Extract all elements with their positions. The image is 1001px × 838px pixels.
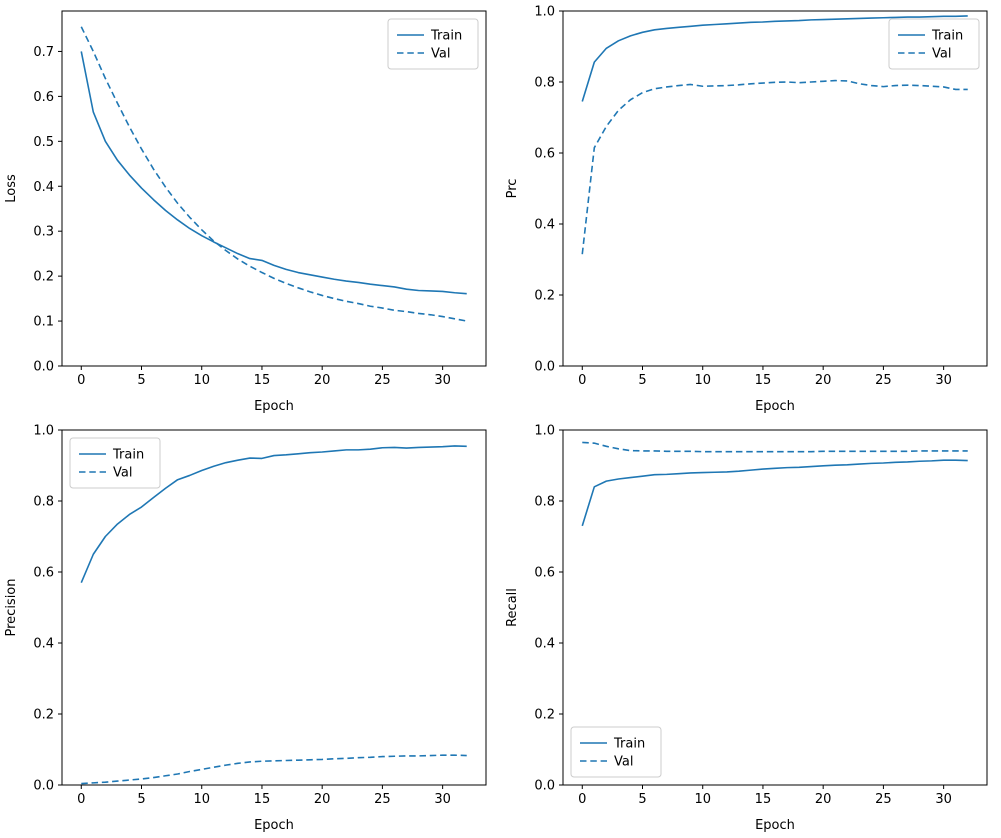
svg-text:Train: Train — [931, 29, 963, 44]
svg-text:5: 5 — [137, 373, 145, 388]
svg-text:30: 30 — [434, 373, 451, 388]
recall-plot-svg: 0 5 10 15 20 25 30 0.0 0.2 0.4 0.6 0.8 1.0 Epoch Recal… — [505, 424, 988, 833]
svg-text:15: 15 — [254, 792, 271, 807]
svg-text:Train: Train — [430, 29, 462, 44]
svg-text:Val: Val — [932, 47, 951, 62]
svg-text:10: 10 — [193, 792, 210, 807]
svg-text:0: 0 — [578, 792, 586, 807]
svg-text:Epoch: Epoch — [254, 399, 294, 414]
svg-text:0.0: 0.0 — [33, 360, 54, 375]
svg-text:0.4: 0.4 — [33, 637, 54, 652]
svg-text:Precision: Precision — [4, 578, 19, 636]
svg-text:25: 25 — [875, 373, 892, 388]
svg-text:0.2: 0.2 — [534, 708, 555, 723]
svg-text:0.4: 0.4 — [534, 637, 555, 652]
svg-text:Epoch: Epoch — [254, 818, 294, 833]
svg-text:25: 25 — [875, 792, 892, 807]
svg-text:10: 10 — [193, 373, 210, 388]
svg-text:25: 25 — [374, 792, 391, 807]
svg-text:25: 25 — [374, 373, 391, 388]
svg-text:0.1: 0.1 — [33, 315, 54, 330]
svg-text:Val: Val — [431, 47, 450, 62]
precision-chart: 0 5 10 15 20 25 30 0.0 0.2 0.4 0.6 0.8 1.0 Epoch Preci… — [0, 419, 500, 838]
svg-text:Train: Train — [613, 737, 645, 752]
svg-text:10: 10 — [694, 792, 711, 807]
svg-text:0.8: 0.8 — [534, 495, 555, 510]
svg-text:15: 15 — [254, 373, 271, 388]
svg-text:0.0: 0.0 — [534, 360, 555, 375]
loss-chart: 0 5 10 15 20 25 30 0.0 0.1 0.2 0.3 0.4 0.5 0.6 0.7 Epoc… — [0, 0, 500, 419]
svg-text:Prc: Prc — [505, 179, 520, 199]
svg-text:Epoch: Epoch — [755, 818, 795, 833]
svg-text:0.5: 0.5 — [33, 135, 54, 150]
svg-text:1.0: 1.0 — [534, 5, 555, 20]
svg-text:20: 20 — [815, 792, 832, 807]
loss-plot-svg: 0 5 10 15 20 25 30 0.0 0.1 0.2 0.3 0.4 0.5 0.6 0.7 Epoc… — [4, 10, 487, 414]
svg-text:0.0: 0.0 — [534, 779, 555, 794]
svg-text:0.2: 0.2 — [534, 289, 555, 304]
svg-text:0.6: 0.6 — [33, 90, 54, 105]
svg-text:0.8: 0.8 — [534, 76, 555, 91]
svg-text:15: 15 — [755, 373, 772, 388]
svg-text:1.0: 1.0 — [534, 424, 555, 439]
svg-text:15: 15 — [755, 792, 772, 807]
prc-plot-svg: 0 5 10 15 20 25 30 0.0 0.2 0.4 0.6 0.8 1.0 Epoch Prc Tr… — [505, 5, 988, 414]
svg-text:30: 30 — [935, 373, 952, 388]
svg-text:1.0: 1.0 — [33, 424, 54, 439]
svg-text:20: 20 — [314, 792, 331, 807]
svg-text:Train: Train — [112, 448, 144, 463]
precision-plot-svg: 0 5 10 15 20 25 30 0.0 0.2 0.4 0.6 0.8 1.0 Epoch Preci… — [4, 424, 487, 833]
svg-text:0.0: 0.0 — [33, 779, 54, 794]
recall-chart: 0 5 10 15 20 25 30 0.0 0.2 0.4 0.6 0.8 1.0 Epoch Recal… — [501, 419, 1001, 838]
svg-text:30: 30 — [434, 792, 451, 807]
svg-text:10: 10 — [694, 373, 711, 388]
svg-text:0.3: 0.3 — [33, 225, 54, 240]
svg-text:5: 5 — [638, 792, 646, 807]
svg-text:0.8: 0.8 — [33, 495, 54, 510]
svg-text:Epoch: Epoch — [755, 399, 795, 414]
svg-text:Val: Val — [113, 466, 132, 481]
svg-text:20: 20 — [815, 373, 832, 388]
svg-text:0.7: 0.7 — [33, 45, 54, 60]
svg-text:0.6: 0.6 — [33, 566, 54, 581]
svg-text:0: 0 — [578, 373, 586, 388]
svg-text:Loss: Loss — [4, 174, 19, 203]
svg-text:5: 5 — [638, 373, 646, 388]
svg-text:0.6: 0.6 — [534, 147, 555, 162]
svg-text:0: 0 — [77, 373, 85, 388]
prc-chart: 0 5 10 15 20 25 30 0.0 0.2 0.4 0.6 0.8 1.0 Epoch Prc Tr… — [501, 0, 1001, 419]
svg-text:Val: Val — [614, 755, 633, 770]
svg-text:0.4: 0.4 — [33, 180, 54, 195]
svg-text:0: 0 — [77, 792, 85, 807]
svg-text:20: 20 — [314, 373, 331, 388]
svg-text:0.2: 0.2 — [33, 708, 54, 723]
svg-text:30: 30 — [935, 792, 952, 807]
svg-text:0.4: 0.4 — [534, 218, 555, 233]
svg-text:0.2: 0.2 — [33, 270, 54, 285]
svg-text:5: 5 — [137, 792, 145, 807]
svg-text:Recall: Recall — [505, 588, 520, 627]
svg-text:0.6: 0.6 — [534, 566, 555, 581]
